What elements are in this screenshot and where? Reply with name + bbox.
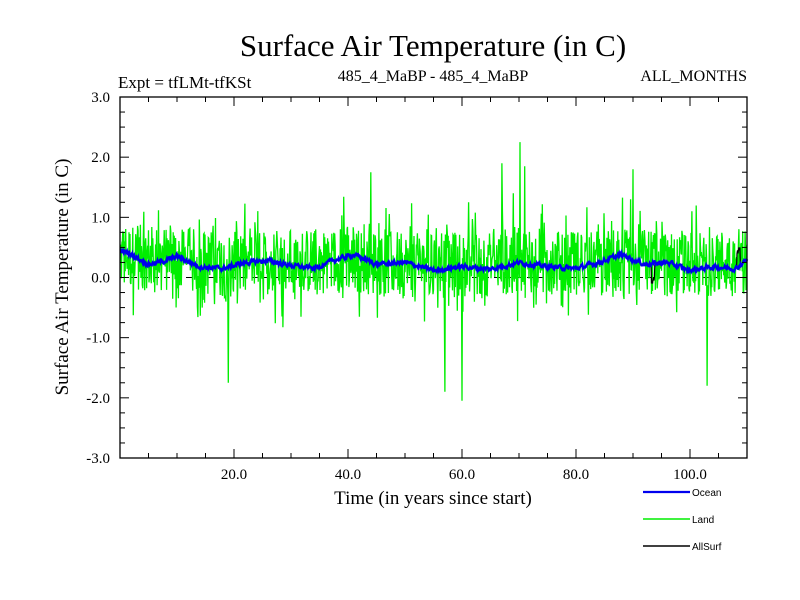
plot-layer: 20.0 40.0 60.0 80.0 100.0 -3.0 -2.0 -1.0 0.0 1.0 2… bbox=[86, 90, 749, 483]
y-tick-label: 1.0 bbox=[91, 210, 110, 226]
series-line-land bbox=[119, 142, 748, 401]
y-axis-label: Surface Air Temperature (in C) bbox=[52, 159, 73, 396]
y-tick-label: -2.0 bbox=[86, 391, 110, 407]
x-tick-label: 40.0 bbox=[335, 467, 361, 483]
y-tick-label: 3.0 bbox=[91, 90, 110, 106]
chart-subtitle-period: 485_4_MaBP - 485_4_MaBP bbox=[338, 68, 529, 85]
x-tick-label: 20.0 bbox=[221, 467, 247, 483]
y-tick-label: -1.0 bbox=[86, 331, 110, 347]
chart-title: Surface Air Temperature (in C) bbox=[240, 28, 626, 63]
legend-label-allsurf: AllSurf bbox=[692, 542, 722, 553]
legend-label-land: Land bbox=[692, 515, 714, 526]
y-tick-label: -3.0 bbox=[86, 451, 110, 467]
legend: Ocean Land AllSurf bbox=[643, 488, 722, 553]
legend-label-ocean: Ocean bbox=[692, 488, 721, 499]
x-tick-label: 60.0 bbox=[449, 467, 475, 483]
x-axis-label: Time (in years since start) bbox=[334, 488, 532, 509]
y-tick-label: 0.0 bbox=[91, 271, 110, 287]
y-tick-label: 2.0 bbox=[91, 150, 110, 166]
chart-subtitle-months: ALL_MONTHS bbox=[640, 68, 747, 85]
series-line-ocean bbox=[119, 247, 749, 276]
chart-subtitle-experiment: Expt = tfLMt-tfKSt bbox=[118, 73, 252, 92]
x-tick-label: 100.0 bbox=[673, 467, 707, 483]
x-tick-label: 80.0 bbox=[563, 467, 589, 483]
